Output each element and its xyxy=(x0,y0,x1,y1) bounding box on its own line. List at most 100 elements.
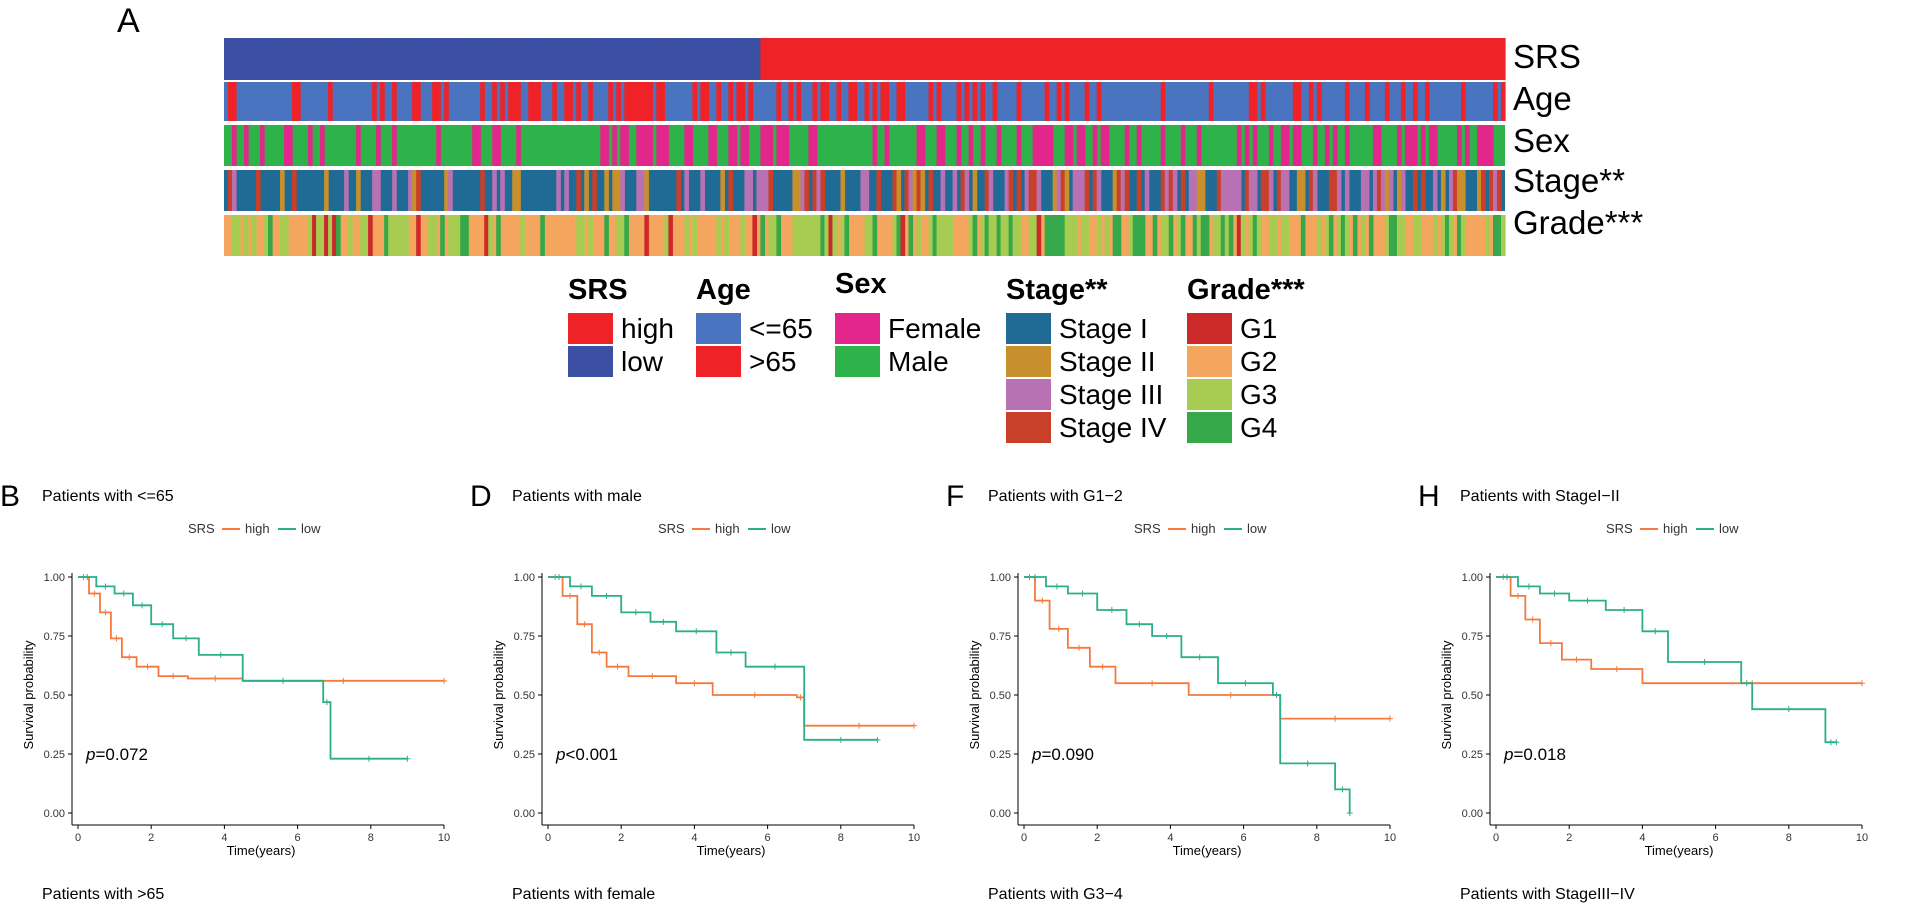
heatmap-cell-srs xyxy=(384,38,389,80)
heatmap-cell-stage xyxy=(1180,170,1186,211)
km-y-tick-label: 0.25 xyxy=(44,749,65,761)
km-censor-mark xyxy=(837,736,844,743)
heatmap-cell-srs xyxy=(1256,38,1262,80)
heatmap-cell-grade xyxy=(1388,215,1394,256)
heatmap-cell-srs xyxy=(240,38,245,80)
heatmap-cell-srs xyxy=(588,38,593,80)
km-censor-mark xyxy=(1053,583,1060,590)
heatmap-cell-srs xyxy=(340,38,345,80)
heatmap-cell-sex xyxy=(1476,125,1482,166)
km-x-tick-label: 0 xyxy=(1021,832,1027,844)
heatmap-cell-grade xyxy=(716,215,721,256)
km-y-tick-label: 0.75 xyxy=(990,631,1011,643)
km-censor-mark xyxy=(632,609,639,616)
km-censor-mark xyxy=(856,722,863,729)
heatmap-cell-srs xyxy=(1088,38,1094,80)
heatmap-cell-grade xyxy=(804,215,810,256)
heatmap-cell-srs xyxy=(1068,38,1074,80)
heatmap-cell-srs xyxy=(260,38,265,80)
km-y-tick-label: 1.00 xyxy=(44,572,65,584)
heatmap-cell-srs xyxy=(576,38,581,80)
km-legend-label-low: low xyxy=(301,521,321,536)
heatmap-cell-age xyxy=(836,82,842,121)
heatmap-cell-grade xyxy=(1036,215,1042,256)
km-p-value: p=0.090 xyxy=(1031,745,1094,764)
heatmap-cell-grade xyxy=(1132,215,1138,256)
legend-label: G2 xyxy=(1240,345,1278,377)
heatmap-cell-sex xyxy=(712,125,717,166)
heatmap-cell-grade xyxy=(280,215,285,256)
km-y-tick-label: 0.50 xyxy=(990,690,1011,702)
heatmap-cell-srs xyxy=(1356,38,1362,80)
heatmap-cell-stage xyxy=(916,170,922,211)
heatmap-cell-srs xyxy=(764,38,770,80)
km-y-tick-label: 0.50 xyxy=(1462,690,1483,702)
heatmap-cell-srs xyxy=(744,38,750,80)
km-censor-mark xyxy=(1227,692,1234,698)
heatmap-cell-grade xyxy=(520,215,525,256)
heatmap-cell-stage xyxy=(412,170,417,211)
heatmap-cell-sex xyxy=(1068,125,1074,166)
heatmap-cell-stage xyxy=(1364,170,1370,211)
heatmap-cell-grade xyxy=(1252,215,1258,256)
heatmap-cell-srs xyxy=(1460,38,1466,80)
legend-item: G3 xyxy=(1187,378,1305,411)
heatmap-cell-srs xyxy=(564,38,569,80)
heatmap-cell-srs xyxy=(728,38,733,80)
heatmap-cell-stage xyxy=(1144,170,1150,211)
heatmap-cell-srs xyxy=(972,38,978,80)
km-x-tick-label: 6 xyxy=(1241,832,1247,844)
heatmap-cell-srs xyxy=(460,38,465,80)
km-censor-mark xyxy=(170,673,177,680)
legend-item: Stage III xyxy=(1006,378,1166,411)
heatmap-cell-srs xyxy=(1388,38,1394,80)
heatmap-cell-stage xyxy=(816,170,822,211)
heatmap-cell-grade xyxy=(400,215,405,256)
heatmap-cell-srs xyxy=(1472,38,1478,80)
heatmap-cell-grade xyxy=(928,215,934,256)
heatmap-cell-grade xyxy=(1396,215,1402,256)
heatmap-cell-stage xyxy=(1008,170,1014,211)
km-legend-label-high: high xyxy=(1663,521,1688,536)
km-censor-mark xyxy=(1387,715,1393,722)
heatmap-cell-srs xyxy=(888,38,894,80)
km-y-axis-label: Survival probability xyxy=(967,640,982,750)
heatmap-cell-srs xyxy=(896,38,902,80)
heatmap-cell-grade xyxy=(1416,215,1422,256)
heatmap-cell-sex xyxy=(1032,125,1038,166)
heatmap-cell-srs xyxy=(868,38,874,80)
heatmap-cell-srs xyxy=(1344,38,1350,80)
heatmap-cell-grade xyxy=(908,215,914,256)
heatmap-cell-srs xyxy=(908,38,914,80)
heatmap-cell-sex xyxy=(1040,125,1046,166)
heatmap-cell-stage xyxy=(1216,170,1222,211)
heatmap-cell-stage xyxy=(744,170,750,211)
heatmap-cell-srs xyxy=(592,38,597,80)
heatmap-cell-stage xyxy=(1136,170,1142,211)
heatmap-cell-age xyxy=(1044,82,1050,121)
heatmap-cell-srs xyxy=(264,38,269,80)
heatmap-cell-stage xyxy=(1016,170,1022,211)
heatmap-cell-srs xyxy=(840,38,846,80)
heatmap-cell-srs xyxy=(1272,38,1278,80)
heatmap-cell-grade xyxy=(580,215,585,256)
heatmap-cell-grade xyxy=(316,215,321,256)
heatmap-cell-sex xyxy=(612,125,617,166)
heatmap-cell-srs xyxy=(824,38,830,80)
heatmap-cell-stage xyxy=(1092,170,1098,211)
heatmap-cell-grade xyxy=(1064,215,1070,256)
heatmap-cell-srs xyxy=(424,38,429,80)
heatmap-cell-age xyxy=(480,82,485,121)
heatmap-cell-grade xyxy=(1444,215,1450,256)
heatmap-cell-grade xyxy=(1456,215,1462,256)
heatmap-cell-sex xyxy=(1080,125,1086,166)
heatmap-cell-grade xyxy=(1028,215,1034,256)
km-title: Patients with G1−2 xyxy=(988,488,1123,505)
heatmap-cell-grade xyxy=(312,215,317,256)
heatmap-cell-grade xyxy=(396,215,401,256)
heatmap-cell-srs xyxy=(940,38,946,80)
heatmap-cell-stage xyxy=(1064,170,1070,211)
heatmap-cell-grade xyxy=(1060,215,1066,256)
km-y-tick-label: 0.50 xyxy=(514,690,535,702)
heatmap-cell-srs xyxy=(800,38,806,80)
